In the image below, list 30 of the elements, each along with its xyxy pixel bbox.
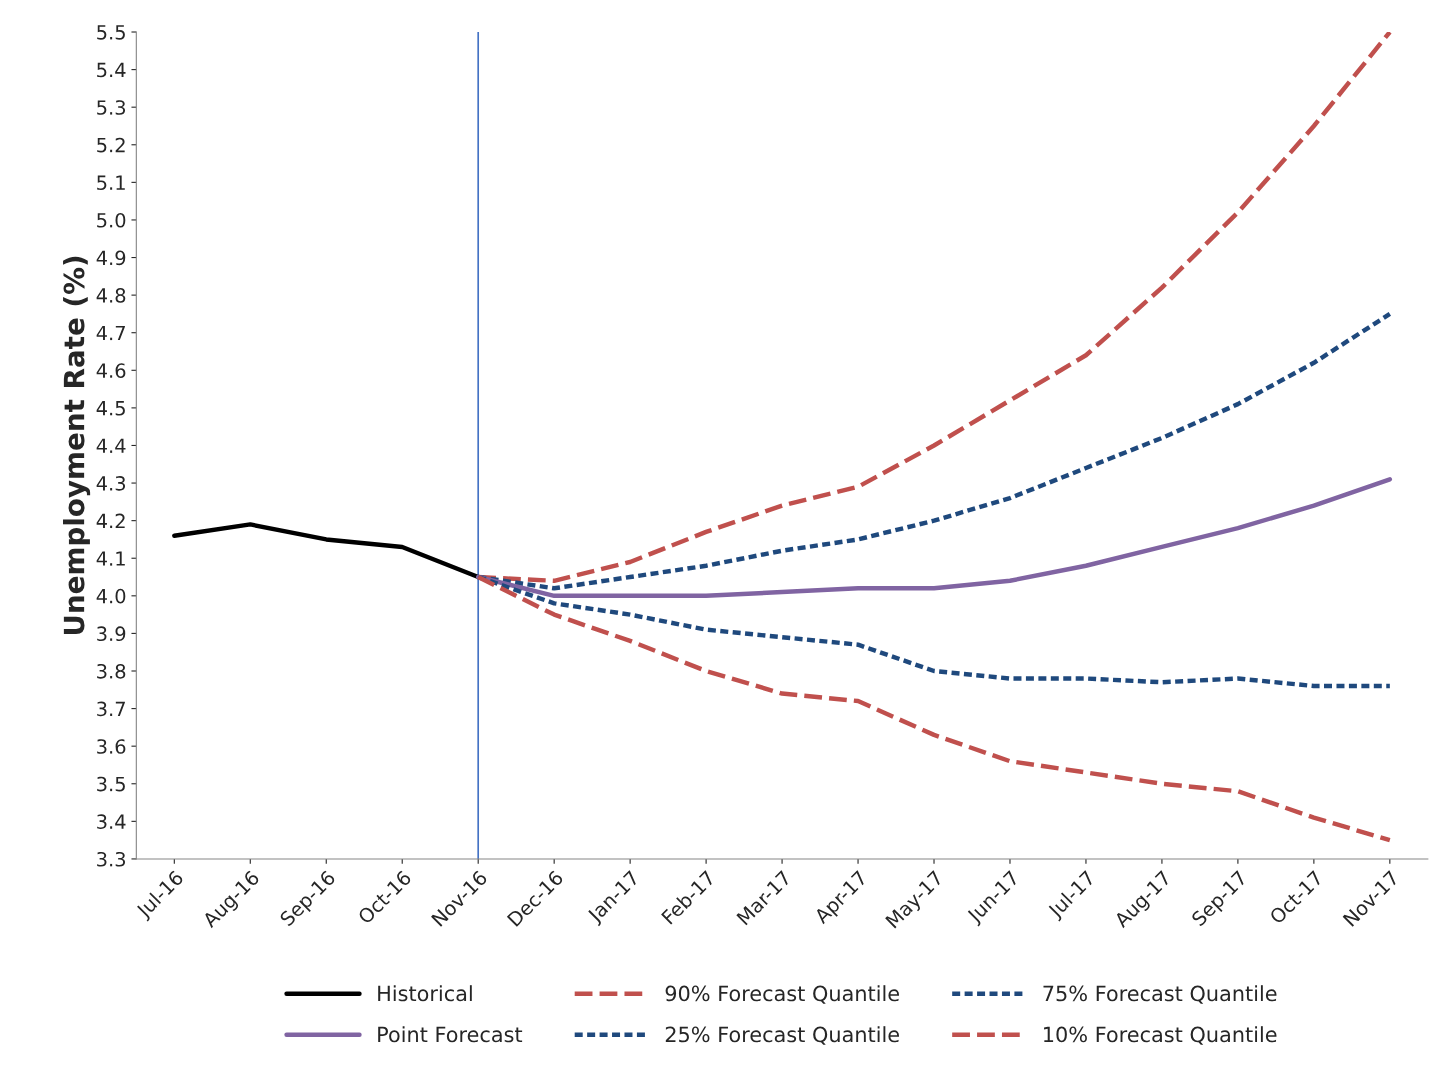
y-tick-label: 5.0 xyxy=(97,212,126,228)
y-tick-label: 3.4 xyxy=(97,814,126,830)
y-tick-label: 4.0 xyxy=(96,588,126,604)
legend-label: Historical xyxy=(378,985,472,1002)
y-tick-label: 4.1 xyxy=(96,551,125,566)
y-tick-label: 5.3 xyxy=(97,100,126,115)
legend-label: 90% Forecast Quantile xyxy=(665,985,899,1004)
y-axis-title: Unemployment Rate (%) xyxy=(63,256,91,635)
y-tick-label: 4.3 xyxy=(96,476,126,491)
y-tick-label: 3.8 xyxy=(97,663,126,679)
y-tick-label: 5.5 xyxy=(97,25,125,40)
y-tick-label: 4.2 xyxy=(96,513,125,529)
y-tick-label: 4.4 xyxy=(96,438,126,453)
y-tick-label: 5.1 xyxy=(97,175,125,191)
y-tick-label: 4.9 xyxy=(96,250,126,266)
legend-label: 75% Forecast Quantile xyxy=(1043,985,1277,1004)
y-tick-label: 4.7 xyxy=(96,325,125,341)
y-tick-label: 3.3 xyxy=(97,851,126,867)
y-tick-label: 4.8 xyxy=(96,288,126,303)
legend-label: 10% Forecast Quantile xyxy=(1044,1026,1277,1045)
y-tick-label: 3.7 xyxy=(97,701,125,717)
y-tick-label: 3.5 xyxy=(97,776,125,792)
legend-label: Point Forecast xyxy=(378,1026,523,1043)
y-tick-label: 3.9 xyxy=(97,626,126,642)
y-tick-label: 5.2 xyxy=(97,137,125,153)
y-tick-label: 5.4 xyxy=(97,62,126,78)
y-tick-label: 3.6 xyxy=(97,739,126,754)
y-tick-label: 4.6 xyxy=(96,363,126,378)
legend-label: 25% Forecast Quantile xyxy=(665,1026,899,1045)
y-tick-label: 4.5 xyxy=(96,401,125,416)
